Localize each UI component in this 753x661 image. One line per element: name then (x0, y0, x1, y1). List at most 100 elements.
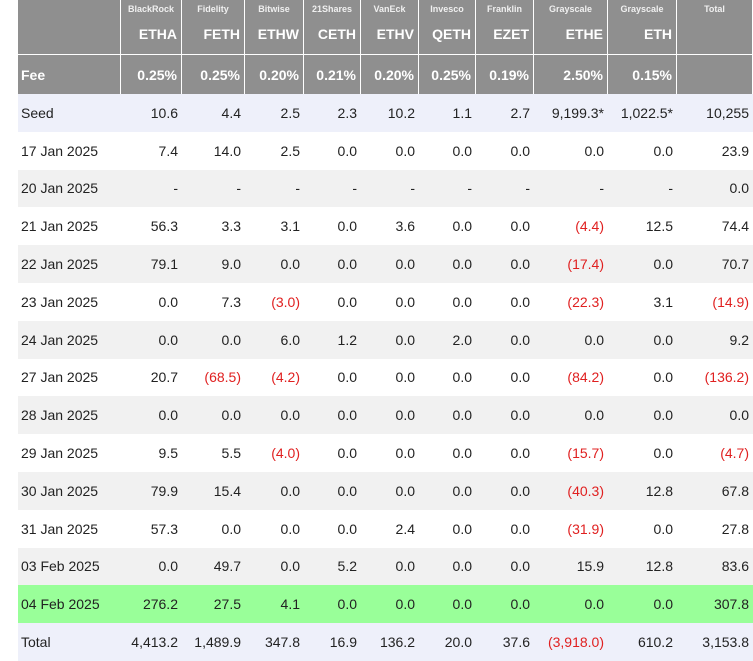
row-date: 04 Feb 2025 (18, 585, 121, 624)
flow-value-cell: - (121, 169, 182, 208)
flow-value-cell: - (304, 169, 361, 208)
flow-value-cell: 0.0 (419, 547, 476, 586)
table-row: 22 Jan 2025 79.1 9.0 0.0 0.0 0.0 0.0 0.0 (17.4) 0… (18, 245, 753, 283)
flow-value-cell: 1,022.5* (608, 94, 677, 132)
row-date: 20 Jan 2025 (18, 169, 121, 208)
total-row: Total 4,413.2 1,489.9 347.8 16.9 136.2 20.0 37.… (18, 623, 753, 661)
row-date: 22 Jan 2025 (18, 245, 121, 283)
flow-value-cell: (136.2) (677, 358, 753, 397)
fee-cell: 2.50% (534, 55, 608, 94)
flow-value-cell: 0.0 (121, 396, 182, 435)
flow-value-cell: 79.9 (121, 471, 182, 510)
flow-value-cell: - (361, 169, 419, 208)
flow-value-cell: 0.0 (534, 320, 608, 359)
fee-cell: 0.20% (361, 55, 419, 94)
table-row: 03 Feb 2025 0.0 49.7 0.0 5.2 0.0 0.0 0.0 15.9 12.… (18, 547, 753, 586)
flow-value-cell: 15.9 (534, 547, 608, 586)
flow-value-cell: 0.0 (304, 358, 361, 397)
flow-value-cell: 0.0 (121, 320, 182, 359)
flow-value-cell: 20.0 (419, 623, 476, 661)
flow-value-cell: 27.5 (182, 585, 245, 624)
flow-value-cell: 0.0 (245, 245, 304, 283)
flow-value-cell: 0.0 (476, 585, 534, 624)
row-date: 03 Feb 2025 (18, 547, 121, 586)
flow-value-cell: 12.8 (608, 547, 677, 586)
table-row: 17 Jan 2025 7.4 14.0 2.5 0.0 0.0 0.0 0.0 0.0 0.0 2… (18, 131, 753, 170)
flow-value-cell: 0.0 (361, 471, 419, 510)
flow-value-cell: 610.2 (608, 623, 677, 661)
flow-value-cell: 0.0 (419, 358, 476, 397)
ticker-header-cell: ETHA (121, 14, 182, 55)
flow-value-cell: 2.3 (304, 94, 361, 132)
flow-value-cell: 70.7 (677, 245, 753, 283)
flow-value-cell: 0.0 (419, 131, 476, 170)
flow-value-cell: 4,413.2 (121, 623, 182, 661)
flow-value-cell: 9.5 (121, 434, 182, 472)
flow-value-cell: 3,153.8 (677, 623, 753, 661)
flow-value-cell: 0.0 (608, 245, 677, 283)
table-row: 24 Jan 2025 0.0 0.0 6.0 1.2 0.0 2.0 0.0 0.0 0.0 9.… (18, 320, 753, 359)
flow-value-cell: 0.0 (608, 131, 677, 170)
flow-value-cell: 27.8 (677, 509, 753, 548)
issuer-header-cell: VanEck (361, 0, 419, 14)
table-row: Seed 10.6 4.4 2.5 2.3 10.2 1.1 2.7 9,199.3* 1,022… (18, 94, 753, 132)
flow-value-cell: 307.8 (677, 585, 753, 624)
flow-value-cell: - (534, 169, 608, 208)
flow-value-cell: (4.2) (245, 358, 304, 397)
table-row: 21 Jan 2025 56.3 3.3 3.1 0.0 3.6 0.0 0.0 (4.4) 12… (18, 207, 753, 246)
flow-value-cell: 56.3 (121, 207, 182, 246)
flow-value-cell: 0.0 (608, 585, 677, 624)
flow-value-cell: 14.0 (182, 131, 245, 170)
fee-label: Fee (18, 55, 121, 94)
flow-value-cell: 0.0 (476, 434, 534, 472)
table-row: 29 Jan 2025 9.5 5.5 (4.0) 0.0 0.0 0.0 0.0 (15.7)… (18, 434, 753, 472)
fee-cell: 0.25% (419, 55, 476, 94)
flow-value-cell: 0.0 (361, 320, 419, 359)
flow-value-cell: 0.0 (121, 547, 182, 586)
ticker-header-cell: ETHV (361, 14, 419, 55)
row-date: 27 Jan 2025 (18, 358, 121, 397)
flow-value-cell: (31.9) (534, 509, 608, 548)
flow-value-cell: 10.2 (361, 94, 419, 132)
issuer-header-cell: Bitwise (245, 0, 304, 14)
flow-value-cell: 83.6 (677, 547, 753, 586)
ticker-header-cell: ETHE (534, 14, 608, 55)
flow-value-cell: 3.6 (361, 207, 419, 246)
flow-value-cell: 9.2 (677, 320, 753, 359)
flow-value-cell: (15.7) (534, 434, 608, 472)
flow-value-cell: 3.3 (182, 207, 245, 246)
ticker-header-cell: QETH (419, 14, 476, 55)
flow-value-cell: 2.7 (476, 94, 534, 132)
flow-value-cell: 0.0 (182, 509, 245, 548)
fee-cell: 0.15% (608, 55, 677, 94)
issuer-header-cell: Grayscale (608, 0, 677, 14)
flow-value-cell: (22.3) (534, 282, 608, 321)
row-date: 21 Jan 2025 (18, 207, 121, 246)
table-header: BlackRock Fidelity Bitwise 21Shares VanEck In… (18, 0, 753, 94)
fee-cell (677, 55, 753, 94)
ticker-row: ETHA FETH ETHW CETH ETHV QETH EZET ETHE ETH (18, 14, 753, 55)
flow-value-cell: 37.6 (476, 623, 534, 661)
etf-flows-table: BlackRock Fidelity Bitwise 21Shares VanEck In… (18, 0, 753, 661)
flow-value-cell: (14.9) (677, 282, 753, 321)
flow-value-cell: 1.1 (419, 94, 476, 132)
row-date: Seed (18, 94, 121, 132)
flow-value-cell: 0.0 (361, 245, 419, 283)
flow-value-cell: 0.0 (608, 358, 677, 397)
flow-value-cell: 23.9 (677, 131, 753, 170)
fee-cell: 0.25% (121, 55, 182, 94)
issuer-header-cell: 21Shares (304, 0, 361, 14)
flow-value-cell: 0.0 (476, 509, 534, 548)
fee-row: Fee 0.25% 0.25% 0.20% 0.21% 0.20% 0.25% 0.19% 2.… (18, 55, 753, 94)
ticker-header-cell: ETH (608, 14, 677, 55)
issuer-header-cell: Total (677, 0, 753, 14)
issuer-header-cell: Fidelity (182, 0, 245, 14)
ticker-header-blank (18, 14, 121, 55)
flow-value-cell: 12.8 (608, 471, 677, 510)
fee-cell: 0.25% (182, 55, 245, 94)
issuer-header-cell: BlackRock (121, 0, 182, 14)
flow-value-cell: 0.0 (304, 396, 361, 435)
flow-value-cell: (84.2) (534, 358, 608, 397)
flow-value-cell: - (419, 169, 476, 208)
row-date: 23 Jan 2025 (18, 282, 121, 321)
